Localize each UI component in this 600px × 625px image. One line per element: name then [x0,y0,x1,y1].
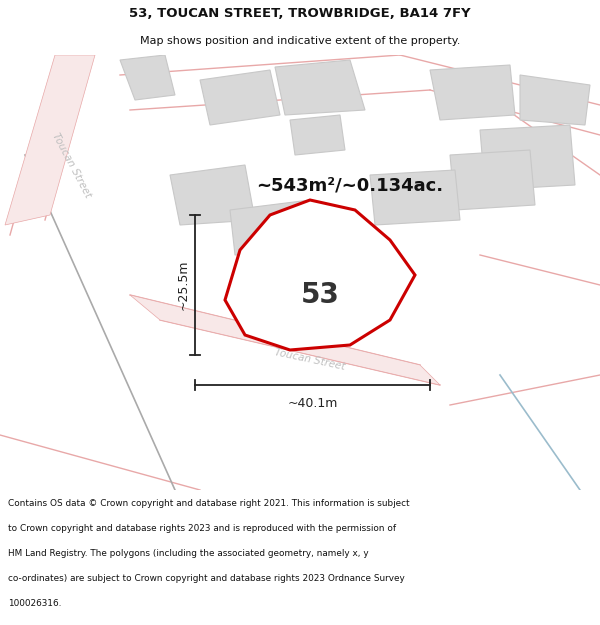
Text: ~40.1m: ~40.1m [287,397,338,410]
Polygon shape [290,115,345,155]
Polygon shape [225,200,415,350]
Text: to Crown copyright and database rights 2023 and is reproduced with the permissio: to Crown copyright and database rights 2… [8,524,396,533]
Polygon shape [170,165,255,225]
Text: co-ordinates) are subject to Crown copyright and database rights 2023 Ordnance S: co-ordinates) are subject to Crown copyr… [8,574,404,583]
Text: Toucan Street: Toucan Street [274,348,346,372]
Polygon shape [230,200,315,255]
Text: ~25.5m: ~25.5m [176,260,190,310]
Polygon shape [450,150,535,210]
Polygon shape [120,55,175,100]
Polygon shape [480,125,575,190]
Polygon shape [275,60,365,115]
Polygon shape [430,65,515,120]
Polygon shape [370,170,460,225]
Text: 53, TOUCAN STREET, TROWBRIDGE, BA14 7FY: 53, TOUCAN STREET, TROWBRIDGE, BA14 7FY [129,8,471,20]
Polygon shape [200,70,280,125]
Text: Map shows position and indicative extent of the property.: Map shows position and indicative extent… [140,36,460,46]
Text: 100026316.: 100026316. [8,599,61,608]
Text: Toucan Street: Toucan Street [50,131,94,199]
Text: 53: 53 [301,281,340,309]
Text: Contains OS data © Crown copyright and database right 2021. This information is : Contains OS data © Crown copyright and d… [8,499,409,509]
Text: HM Land Registry. The polygons (including the associated geometry, namely x, y: HM Land Registry. The polygons (includin… [8,549,368,558]
Text: ~543m²/~0.134ac.: ~543m²/~0.134ac. [256,176,443,194]
Polygon shape [5,55,95,225]
Polygon shape [520,75,590,125]
Polygon shape [130,295,440,385]
Polygon shape [280,270,345,330]
